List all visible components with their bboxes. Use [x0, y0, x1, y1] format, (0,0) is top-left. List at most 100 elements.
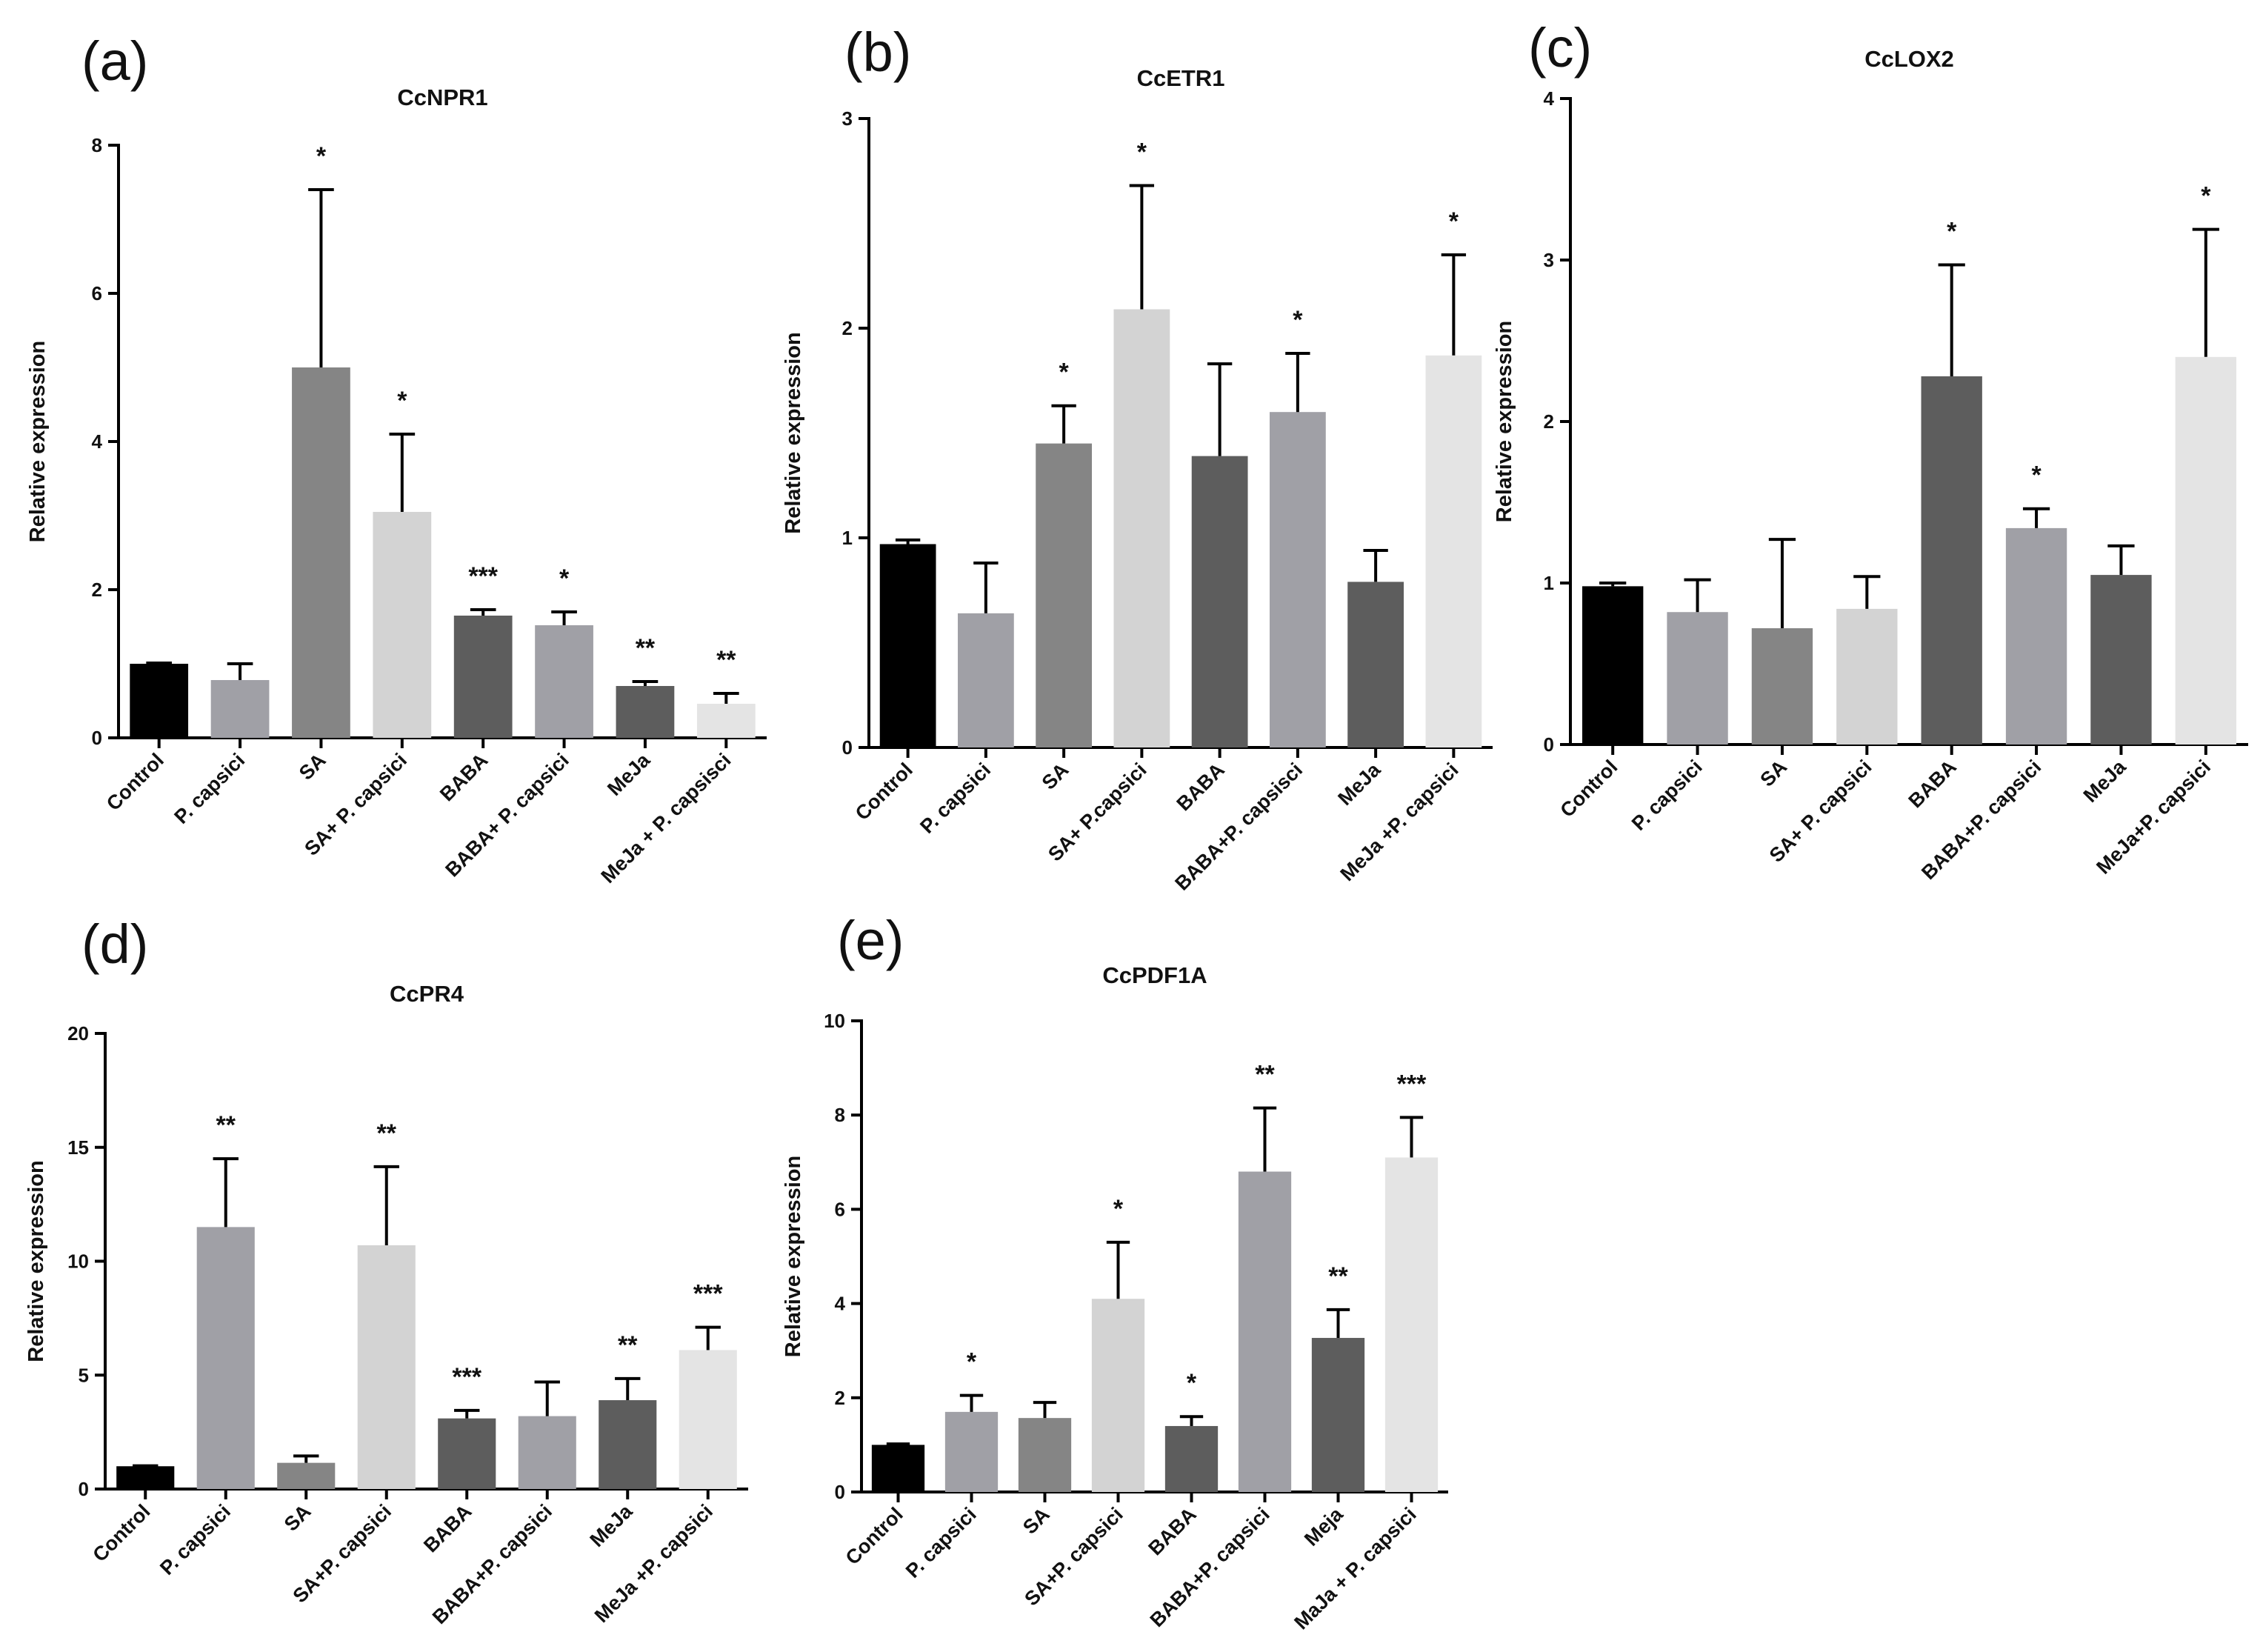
- significance-label: **: [618, 1331, 638, 1359]
- significance-label: **: [716, 646, 736, 674]
- bar: [535, 625, 593, 738]
- significance-label: **: [636, 634, 656, 662]
- bar: [1836, 608, 1898, 745]
- chart-title: CcETR1: [1137, 65, 1225, 91]
- bar: [1269, 412, 1326, 747]
- significance-label: **: [1328, 1262, 1348, 1290]
- y-tick-label: 3: [1544, 249, 1554, 271]
- y-tick-label: 0: [92, 727, 102, 749]
- panel-label: (a): [81, 30, 148, 92]
- chart-panel-5: (e) CcPDF1A Relative expression 0 2 4 6 8 10 Cont…: [781, 910, 1448, 1633]
- bar: [1191, 456, 1248, 747]
- significance-label: *: [397, 387, 407, 415]
- bar: [277, 1462, 336, 1489]
- bar: [1921, 376, 1982, 745]
- bar: [116, 1466, 175, 1489]
- category-label: P. capsici: [901, 1503, 981, 1582]
- y-axis-label: Relative expression: [26, 341, 50, 542]
- y-tick-label: 8: [92, 134, 102, 156]
- y-tick-label: 15: [67, 1136, 89, 1159]
- y-tick-label: 0: [842, 736, 853, 759]
- significance-label: **: [216, 1111, 236, 1139]
- panel-label: (b): [844, 21, 911, 83]
- chart-title: CcPR4: [390, 981, 464, 1007]
- category-label: P. capsici: [156, 1500, 235, 1579]
- y-tick-label: 0: [835, 1481, 845, 1503]
- significance-label: *: [1137, 139, 1147, 167]
- significance-label: *: [2201, 182, 2211, 210]
- category-label: Control: [102, 749, 168, 815]
- y-tick-label: 1: [842, 527, 853, 549]
- category-label: MeJa: [586, 1499, 638, 1551]
- y-tick-label: 2: [1544, 410, 1554, 433]
- bar: [453, 616, 513, 738]
- significance-label: *: [1059, 359, 1070, 387]
- bar: [2005, 527, 2067, 745]
- bar: [944, 1411, 999, 1492]
- significance-label: *: [559, 564, 570, 593]
- category-label: SA: [1756, 756, 1791, 791]
- category-label: P. capsici: [170, 749, 249, 828]
- y-tick-label: 2: [842, 317, 853, 339]
- significance-label: ***: [468, 562, 498, 590]
- bar: [210, 680, 270, 738]
- bar: [1113, 309, 1170, 747]
- category-label: BABA: [436, 749, 492, 805]
- category-label: P. capsici: [916, 759, 995, 838]
- panel-label: (c): [1528, 17, 1592, 79]
- chart-panel-2: (b) CcETR1 Relative expression 0 1 2 3 ControlP…: [781, 21, 1493, 895]
- bar: [599, 1400, 657, 1489]
- category-label: MeJa: [603, 748, 655, 800]
- bar: [2175, 356, 2236, 745]
- bar: [1667, 612, 1728, 745]
- y-tick-label: 20: [67, 1022, 89, 1045]
- bar: [679, 1350, 737, 1489]
- bar: [871, 1445, 925, 1492]
- significance-label: ***: [1397, 1070, 1427, 1098]
- category-label: BABA: [1904, 756, 1961, 812]
- chart-panel-1: (a) CcNPR1 Relative expression 0 2 4 6 8 Control…: [26, 30, 767, 887]
- category-label: SA: [280, 1500, 316, 1536]
- bar: [879, 544, 936, 747]
- y-tick-label: 4: [1544, 87, 1555, 110]
- significance-label: **: [1255, 1061, 1275, 1089]
- category-label: Control: [851, 759, 917, 825]
- chart-title: CcPDF1A: [1102, 962, 1207, 988]
- bar: [357, 1245, 416, 1489]
- y-tick-label: 4: [92, 430, 103, 453]
- category-label: P. capsici: [1627, 756, 1707, 835]
- chart-panel-3: (c) CcLOX2 Relative expression 0 1 2 3 4 Control…: [1493, 17, 2248, 884]
- significance-label: *: [1113, 1195, 1124, 1223]
- y-tick-label: 1: [1544, 572, 1554, 594]
- chart-panel-4: (d) CcPR4 Relative expression 0 5 10 15 20 Contr…: [24, 913, 748, 1628]
- significance-label: *: [1449, 207, 1459, 236]
- y-tick-label: 0: [1544, 733, 1554, 756]
- y-tick-label: 5: [79, 1364, 89, 1386]
- bar: [130, 664, 189, 738]
- y-axis-label: Relative expression: [781, 1156, 805, 1357]
- significance-label: *: [967, 1348, 977, 1376]
- bar: [438, 1418, 496, 1489]
- bar: [1751, 628, 1813, 745]
- bar: [373, 512, 432, 738]
- y-tick-label: 10: [67, 1250, 89, 1273]
- bar: [1238, 1171, 1292, 1492]
- y-tick-label: 8: [835, 1104, 845, 1126]
- category-label: Control: [88, 1500, 154, 1566]
- category-label: Control: [841, 1503, 907, 1569]
- bar: [1091, 1299, 1145, 1492]
- significance-label: *: [1947, 218, 1957, 246]
- chart-title: CcNPR1: [397, 84, 487, 110]
- category-label: MeJa: [1333, 758, 1385, 810]
- y-axis-label: Relative expression: [781, 332, 805, 533]
- significance-label: ***: [693, 1280, 723, 1308]
- y-tick-label: 10: [824, 1010, 845, 1032]
- category-label: BABA: [1144, 1503, 1200, 1559]
- y-tick-label: 4: [835, 1293, 846, 1315]
- category-label: SA: [1038, 759, 1073, 794]
- significance-label: *: [1293, 306, 1303, 334]
- panel-label: (e): [837, 910, 904, 971]
- category-label: BABA+P. capsisci: [1170, 759, 1307, 895]
- significance-label: **: [377, 1119, 397, 1148]
